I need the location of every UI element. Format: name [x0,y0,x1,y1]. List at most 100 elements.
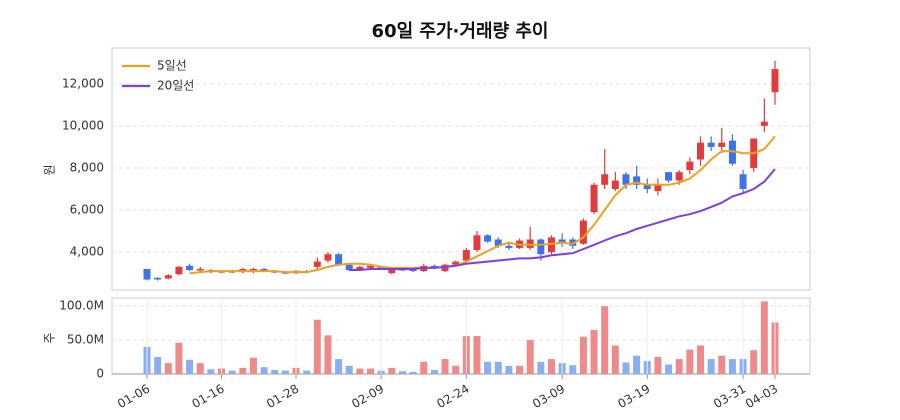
volume-bar [473,336,481,374]
candle-body [654,184,662,192]
x-tick-label: 03-31 [711,382,748,412]
price-panel [111,47,811,291]
candle-body [686,161,694,171]
candle-body [505,245,513,248]
x-tick-label: 01-28 [264,382,301,412]
x-tick-label: 04-03 [743,382,780,412]
candle-body [367,265,375,268]
volume-bar [579,336,587,374]
candle-body [622,174,630,185]
legend-label: 5일선 [157,59,187,73]
volume-bar [324,335,332,374]
volume-bar [367,368,375,374]
x-tick-label: 02-09 [349,382,386,412]
volume-bar [526,340,534,374]
x-tick-label: 02-24 [434,382,471,412]
candle-body [313,261,321,267]
volume-bar [409,371,417,374]
volume-bar [633,355,641,374]
volume-bar [590,329,598,374]
volume-bar [207,369,215,374]
candle-body [675,172,683,181]
volume-bar [484,361,492,374]
volume-bar [665,364,673,374]
volume-bar [388,367,396,374]
candle-body [771,69,779,93]
candle-body [707,142,715,147]
volume-bar [154,357,162,374]
volume-bar [228,370,236,374]
y-tick-label: 0 [96,367,104,381]
candle-body [590,184,598,213]
candle-body [345,264,353,271]
volume-bar [686,349,694,374]
candle-body [558,239,566,244]
chart-title: 60일 주가·거래량 추이 [372,21,549,42]
y-axis-label: 주 [43,332,57,343]
candle-body [186,265,194,271]
volume-bar [335,359,343,374]
candle-body [643,184,651,189]
moving-average-line [349,168,776,271]
volume-bar [696,345,704,374]
volume-bar [398,371,406,374]
y-tick-label: 8,000 [70,160,104,174]
volume-bar [675,359,683,374]
candle-body [484,235,492,242]
candle-body [611,180,619,189]
volume-bar [611,345,619,374]
candle-body [441,264,449,272]
volume-bar [303,370,311,374]
volume-bar [271,369,279,374]
volume-bar [728,359,736,374]
volume-bar [622,362,630,374]
volume-bar [356,368,364,374]
candle-body [718,142,726,147]
volume-bar [441,359,449,374]
candle-body [739,174,747,189]
volume-bar [249,357,257,374]
volume-bar [707,359,715,374]
volume-bar [505,365,513,374]
candle-body [696,142,704,160]
candle-body [388,268,396,274]
volume-bar [175,342,183,374]
volume-bar [239,367,247,374]
y-tick-label: 100.0M [59,299,104,313]
x-tick-label: 01-06 [115,382,152,412]
volume-bar [452,365,460,374]
volume-bar [430,369,438,374]
candle-body [526,239,534,248]
moving-average-line [189,135,776,275]
candle-body [409,268,417,272]
candle-body [260,268,268,272]
candle-body [473,235,481,251]
x-tick-label: 03-09 [530,382,567,412]
volume-bar [260,367,268,374]
volume-bar [164,363,172,374]
volume-bar [654,357,662,374]
volume-panel [111,297,811,375]
volume-bar [313,319,321,374]
legend-label: 20일선 [157,79,194,93]
y-tick-label: 4,000 [70,245,104,259]
candle-body [175,266,183,275]
y-tick-label: 50.0M [67,333,104,347]
candle-body [537,239,545,255]
volume-bar [718,355,726,374]
y-tick-label: 6,000 [70,203,104,217]
candle-body [452,261,460,265]
candle-body [430,265,438,268]
candle-body [547,237,555,253]
volume-bar [760,301,768,374]
volume-bar [601,306,609,374]
y-tick-label: 10,000 [62,118,104,132]
volume-bar [186,359,194,374]
volume-bar [196,363,204,374]
x-tick-label: 03-19 [615,382,652,412]
volume-bar [750,350,758,374]
volume-bar [420,361,428,374]
candle-body [196,268,204,271]
volume-bar [516,365,524,374]
y-axis-label: 원 [43,164,57,175]
